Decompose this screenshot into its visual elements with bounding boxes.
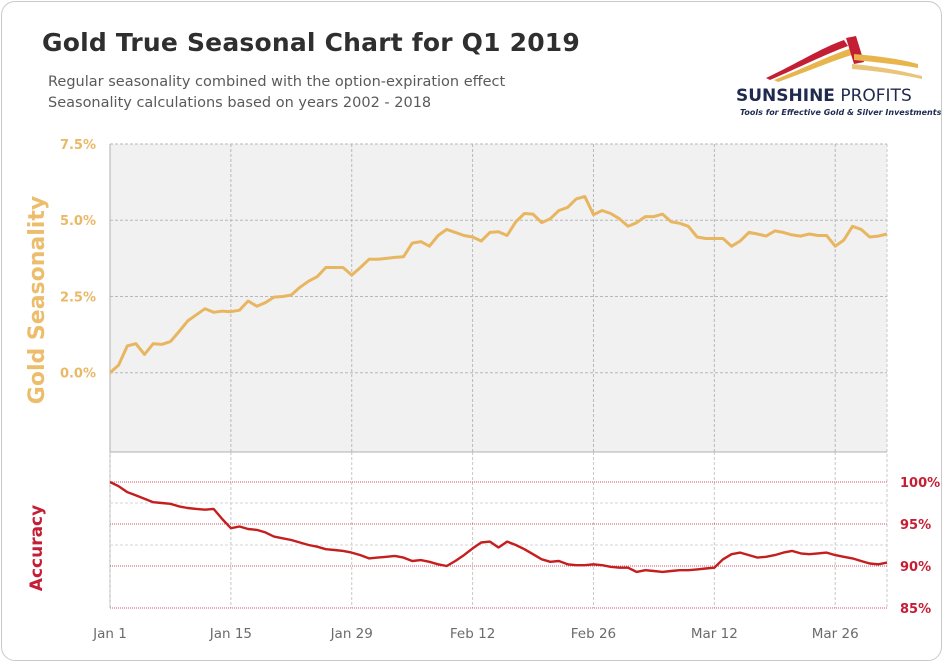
seasonality-line: [109, 195, 888, 374]
x-tick-label: Mar 26: [812, 626, 859, 642]
x-tick-label: Feb 26: [571, 626, 616, 642]
accuracy-tick-label: 85%: [900, 602, 931, 617]
seasonality-tick-label: 2.5%: [60, 290, 96, 305]
chart-title: Gold True Seasonal Chart for Q1 2019: [42, 28, 580, 57]
sunshine-profits-logo: SUNSHINE PROFITS Tools for Effective Gol…: [736, 34, 941, 124]
accuracy-tick-label: 100%: [900, 476, 940, 491]
x-tick-label: Jan 15: [209, 626, 252, 642]
accuracy-grid: [109, 452, 887, 609]
logo-swoosh-icon: [766, 36, 922, 82]
x-tick-label: Jan 29: [330, 626, 373, 642]
chart-subtitle-2: Seasonality calculations based on years …: [48, 95, 432, 111]
seasonality-grid: [109, 143, 888, 608]
x-tick-label: Jan 1: [92, 626, 127, 642]
x-tick-label: Mar 12: [691, 626, 738, 642]
accuracy-line: [109, 480, 888, 574]
seasonality-axis-label: Gold Seasonality: [25, 196, 50, 404]
logo-wordmark: SUNSHINE PROFITS: [736, 86, 912, 106]
x-axis-ticks: Jan 1 Jan 15 Jan 29 Feb 12 Feb 26 Mar 12 Mar 2…: [92, 626, 859, 642]
accuracy-y-ticks: 85% 90% 95% 100%: [900, 476, 940, 617]
accuracy-axis-label: Accuracy: [27, 505, 47, 591]
seasonality-tick-label: 5.0%: [60, 214, 96, 229]
seasonality-y-ticks: 0.0% 2.5% 5.0% 7.5%: [60, 138, 96, 382]
seasonality-plot-area: [110, 144, 887, 452]
x-tick-label: Feb 12: [450, 626, 495, 642]
logo-tagline: Tools for Effective Gold & Silver Invest…: [740, 108, 942, 117]
chart-subtitle-1: Regular seasonality combined with the op…: [48, 74, 506, 90]
accuracy-tick-label: 95%: [900, 518, 931, 533]
accuracy-tick-label: 90%: [900, 560, 931, 575]
seasonality-tick-label: 0.0%: [60, 367, 96, 382]
seasonality-tick-label: 7.5%: [60, 138, 96, 153]
